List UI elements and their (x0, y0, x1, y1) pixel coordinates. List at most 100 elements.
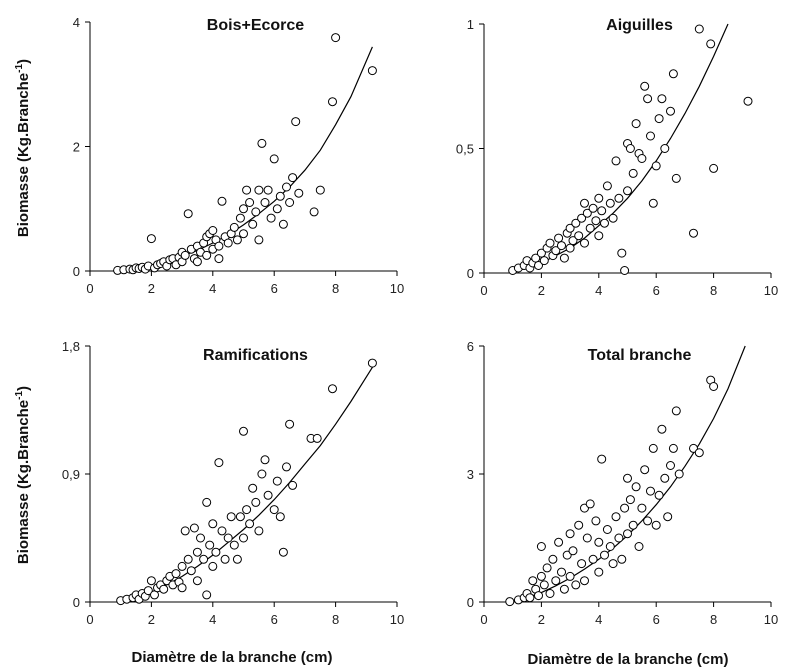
y-axis-title-bottom: Biomasse (Kg.Branche-1) (14, 386, 32, 564)
data-point (214, 241, 224, 251)
y-tick-label: 1 (467, 17, 474, 32)
data-point (536, 542, 546, 551)
data-point (551, 246, 561, 256)
data-point (591, 216, 601, 226)
data-point (585, 223, 595, 233)
data-point (709, 163, 719, 173)
y-tick-label: 0 (467, 266, 474, 281)
data-point (671, 406, 681, 416)
data-point (625, 495, 635, 505)
data-point (557, 567, 566, 577)
data-point (229, 222, 239, 232)
data-point (542, 563, 552, 573)
data-point (263, 185, 273, 195)
data-point (192, 257, 202, 267)
panels-group: 0 2 4 6 8 10 0 2 4 Bois+Ecorce 0 2 4 6 8 10 0 0,5 1 Aiguill… (62, 15, 778, 627)
data-point (183, 554, 193, 564)
data-point (571, 218, 581, 228)
data-point (605, 198, 615, 208)
data-point (559, 584, 569, 594)
data-point (597, 454, 607, 464)
x-tick-label: 10 (390, 281, 404, 296)
x-tick-label: 4 (595, 612, 602, 627)
data-point (192, 547, 202, 557)
data-point (285, 419, 295, 429)
data-point (202, 497, 212, 507)
data-point (223, 238, 233, 248)
x-tick-label: 0 (86, 612, 93, 627)
data-point (291, 117, 301, 127)
data-point (235, 213, 245, 223)
data-point (242, 185, 252, 195)
y-axis-title-superscript: -1 (14, 64, 25, 73)
data-point (328, 384, 337, 394)
x-tick-label: 2 (538, 612, 545, 627)
data-point (545, 589, 555, 598)
panel-title: Bois+Ecorce (207, 17, 304, 34)
data-point (534, 261, 543, 270)
y-tick-label: 0,5 (456, 142, 474, 157)
x-tick-label: 0 (480, 612, 487, 627)
data-point (263, 490, 273, 500)
x-tick-label: 6 (653, 283, 660, 298)
data-point (671, 173, 681, 183)
x-tick-label: 2 (148, 281, 155, 296)
data-point (657, 424, 667, 434)
x-tick-label: 8 (710, 283, 717, 298)
data-point (651, 520, 661, 530)
data-point (591, 516, 601, 526)
x-tick-label: 4 (209, 281, 216, 296)
data-point (614, 533, 624, 543)
y-tick-label: 4 (73, 15, 80, 30)
data-point (239, 426, 248, 436)
data-point (597, 206, 607, 216)
data-point (620, 266, 630, 275)
data-point (189, 523, 199, 533)
data-point (600, 218, 609, 228)
x-tick-label: 8 (332, 612, 339, 627)
data-point (617, 248, 627, 258)
data-point (694, 448, 704, 458)
x-axis-title-right: Diamètre de la branche (cm) (528, 651, 729, 668)
data-point (186, 566, 196, 576)
data-point (180, 526, 190, 536)
panel-title: Aiguilles (606, 17, 673, 34)
data-point (559, 253, 569, 263)
data-point (608, 559, 618, 569)
data-point (208, 226, 218, 235)
data-point (229, 540, 239, 550)
data-point (248, 483, 258, 493)
data-point (568, 546, 578, 556)
data-point (539, 580, 549, 590)
data-point (557, 241, 566, 251)
data-point (260, 198, 270, 207)
data-point (551, 576, 561, 586)
data-point (266, 213, 276, 223)
data-point (214, 458, 224, 468)
data-point (208, 519, 218, 529)
data-point (245, 198, 255, 207)
data-point (668, 69, 678, 79)
data-point (367, 358, 377, 368)
data-point (177, 583, 187, 593)
data-point (257, 469, 267, 479)
x-tick-label: 4 (209, 612, 216, 627)
data-point (709, 382, 719, 391)
data-point (565, 571, 575, 581)
data-point (226, 512, 236, 522)
data-point (282, 182, 291, 192)
data-point (525, 593, 535, 603)
data-point (743, 96, 753, 106)
data-point (272, 476, 282, 486)
data-point (220, 554, 230, 564)
data-point (288, 480, 298, 490)
data-point (180, 250, 190, 260)
x-tick-label: 2 (538, 283, 545, 298)
data-point (689, 228, 698, 238)
y-tick-label: 3 (467, 467, 474, 482)
data-point (565, 243, 575, 253)
data-point (668, 443, 678, 453)
data-point (177, 561, 187, 571)
data-point (694, 24, 704, 34)
